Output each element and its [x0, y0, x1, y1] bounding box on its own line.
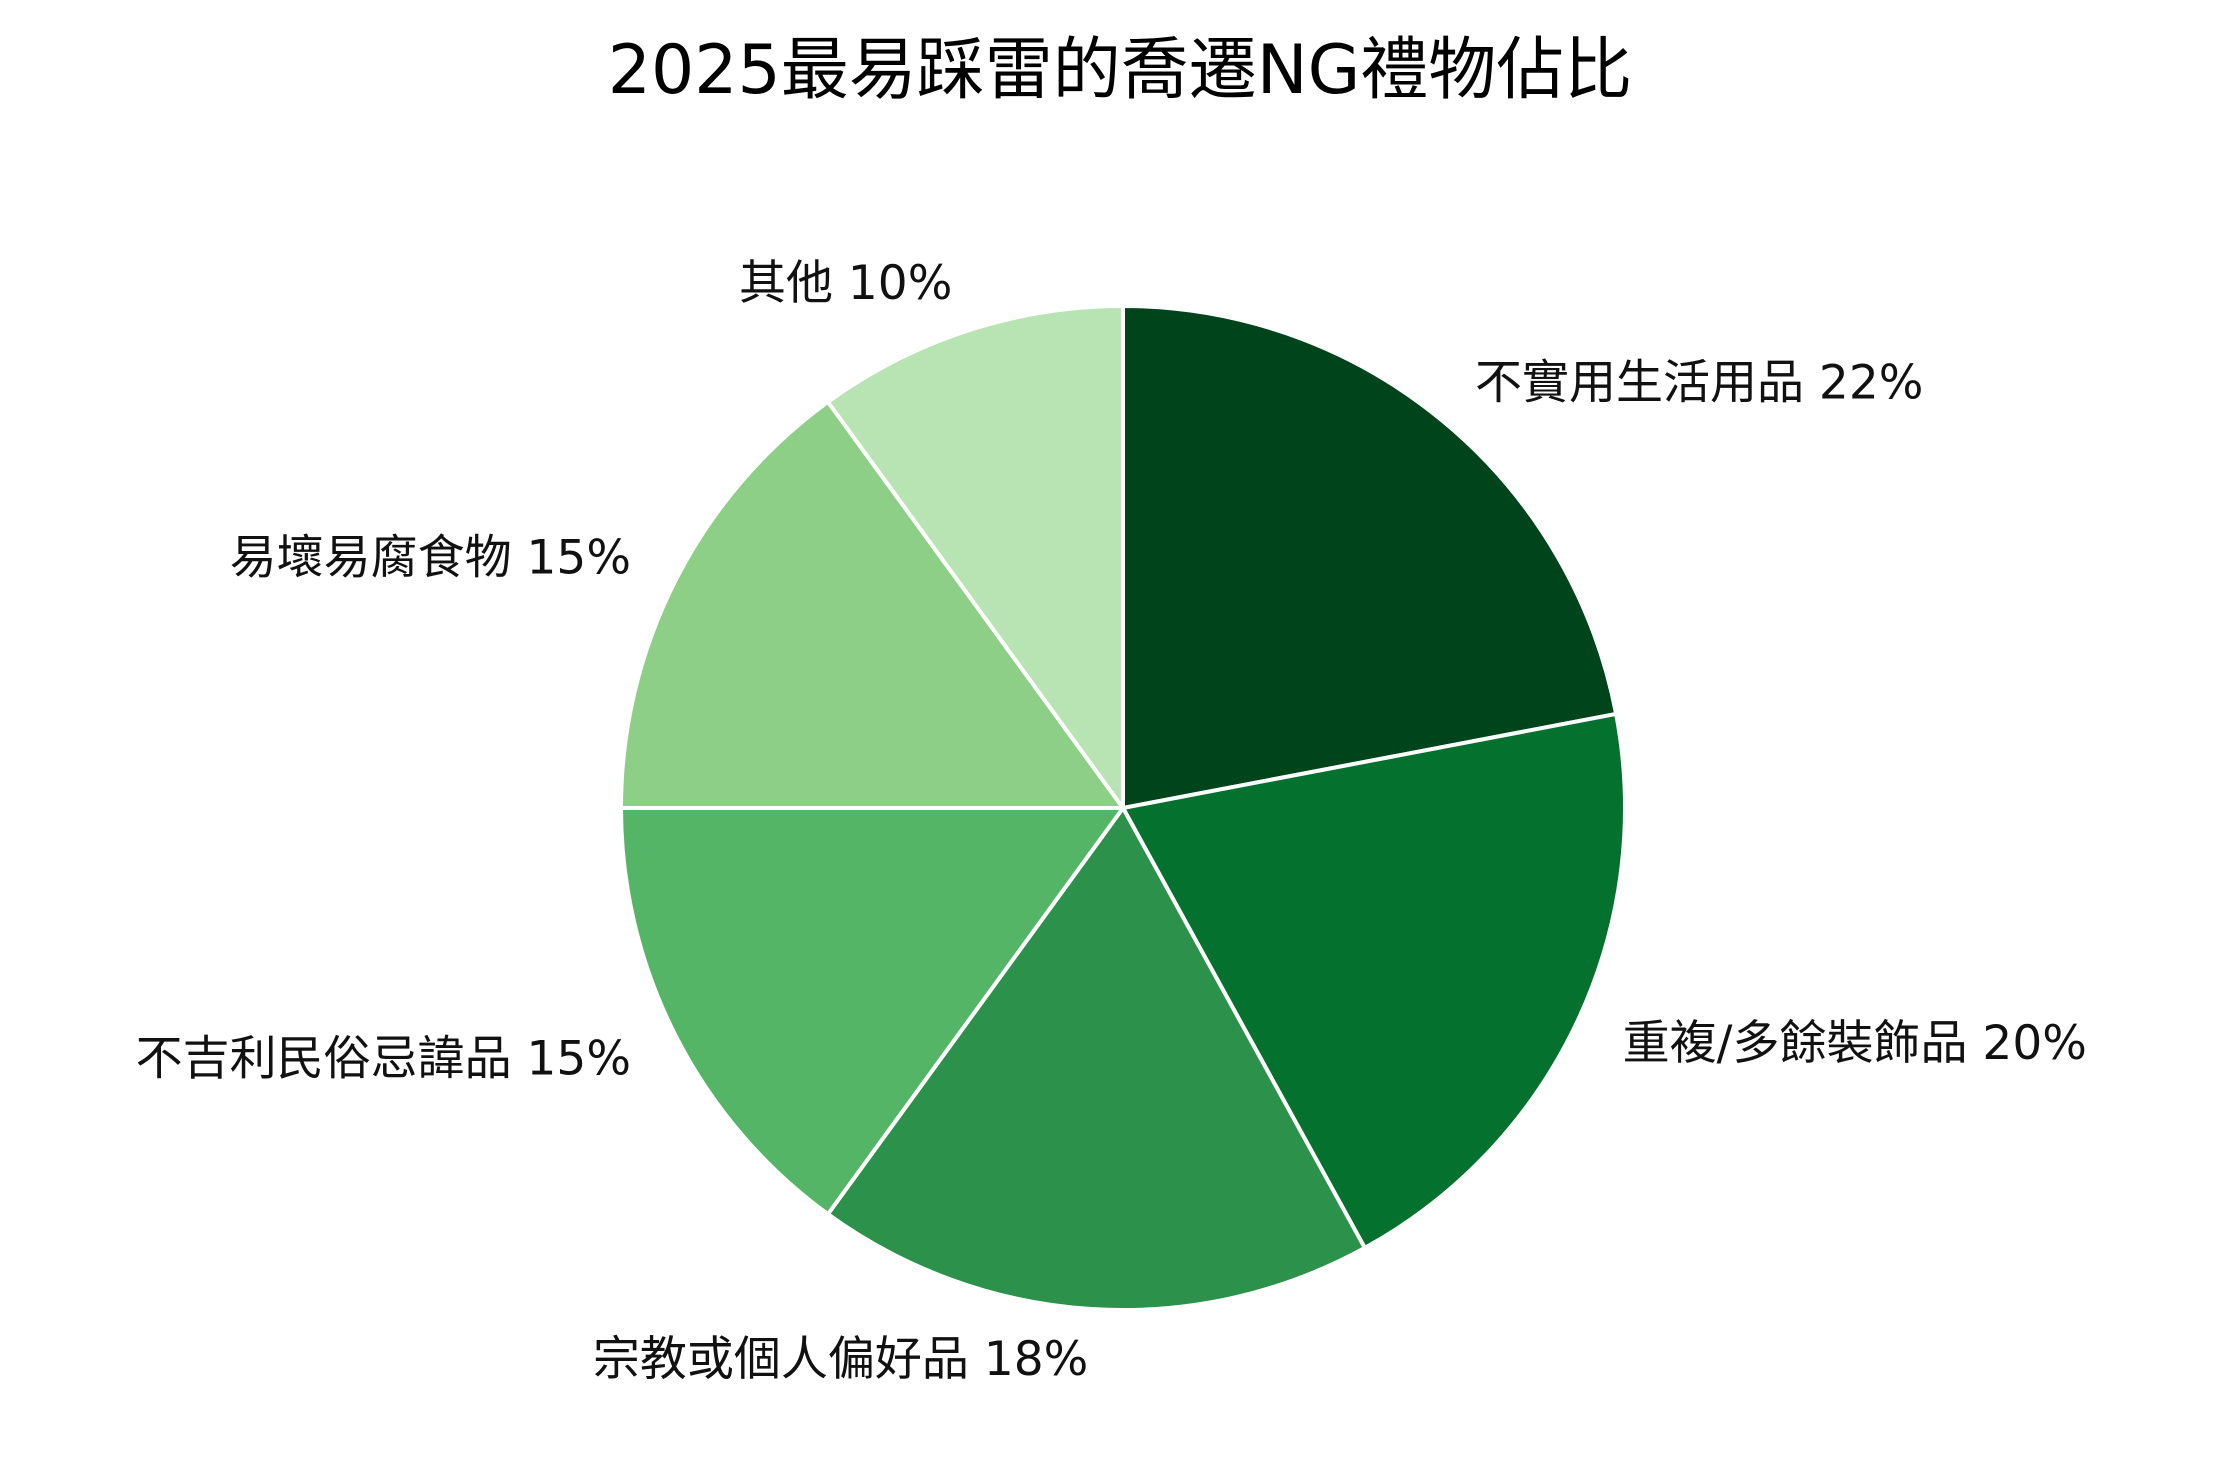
- slice-label: 易壞易腐食物 15%: [230, 530, 631, 585]
- chart-title: 2025最易踩雷的喬遷NG禮物佔比: [608, 31, 1633, 110]
- pie-slice: [825, 304, 1125, 810]
- slice-label: 宗教或個人偏好品 18%: [593, 1332, 1088, 1387]
- pie-slice: [619, 806, 1125, 1217]
- slice-label: 不吉利民俗忌諱品 15%: [136, 1032, 631, 1087]
- pie-slice: [619, 399, 1125, 810]
- pie-slice: [825, 806, 1367, 1312]
- slice-label: 重複/多餘裝飾品 20%: [1623, 1016, 2087, 1071]
- slice-label: 其他 10%: [739, 256, 952, 311]
- pie-slice: [1121, 711, 1627, 1250]
- pie-slice: [1121, 304, 1619, 810]
- slice-label: 不實用生活用品 22%: [1475, 356, 1923, 411]
